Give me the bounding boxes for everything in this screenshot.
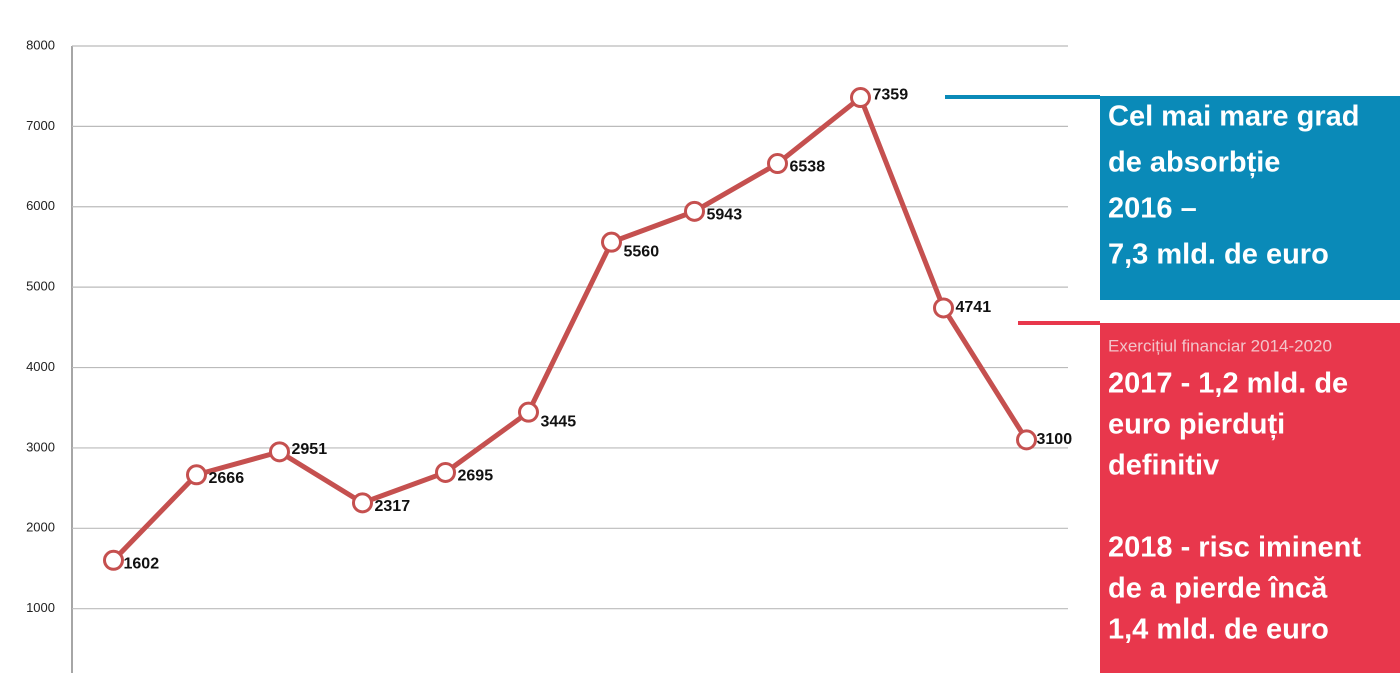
- marker: [684, 200, 705, 222]
- y-tick-label: 4000: [26, 359, 55, 374]
- data-label: 2695: [458, 468, 494, 485]
- data-label: 2951: [292, 441, 328, 458]
- marker: [352, 492, 373, 514]
- annotation-box: [1100, 323, 1400, 673]
- y-tick-label: 5000: [26, 279, 55, 294]
- data-label: 2317: [375, 498, 411, 515]
- data-label: 3445: [541, 413, 577, 430]
- data-label: 2666: [209, 470, 245, 487]
- data-label: 6538: [790, 159, 826, 176]
- annotation-box: [1100, 96, 1400, 300]
- marker: [186, 464, 207, 486]
- y-tick-label: 7000: [26, 118, 55, 133]
- annotation-text: 2018 - risc iminent: [1108, 532, 1361, 564]
- annotation-text: euro pierduți: [1108, 409, 1285, 441]
- marker: [767, 153, 788, 175]
- annotation-text: 1,4 mld. de euro: [1108, 614, 1329, 646]
- annotation-text: de a pierde încă: [1108, 573, 1328, 605]
- y-tick-label: 8000: [26, 37, 55, 52]
- annotation-text: definitiv: [1108, 450, 1219, 482]
- marker: [933, 297, 954, 319]
- annotation-text: 7,3 mld. de euro: [1108, 239, 1329, 271]
- annotation-text: Exercițiul financiar 2014-2020: [1108, 336, 1332, 355]
- data-label: 5560: [624, 243, 660, 260]
- marker: [1016, 429, 1037, 451]
- y-tick-label: 2000: [26, 520, 55, 535]
- y-tick-label: 3000: [26, 439, 55, 454]
- data-label: 1602: [124, 556, 160, 573]
- data-label: 5943: [707, 207, 743, 224]
- y-tick-label: 6000: [26, 198, 55, 213]
- marker: [518, 401, 539, 423]
- marker: [269, 441, 290, 463]
- line: [111, 95, 1029, 563]
- data-label: 3100: [1037, 431, 1073, 448]
- marker: [601, 231, 622, 253]
- marker: [850, 87, 871, 109]
- annotation-text: de absorbție: [1108, 147, 1280, 179]
- annotation-text: 2016 –: [1108, 193, 1197, 225]
- data-label: 7359: [873, 87, 909, 104]
- marker: [103, 549, 124, 571]
- annotation-text: 2017 - 1,2 mld. de: [1108, 368, 1348, 400]
- annotation-text: Cel mai mare grad: [1108, 101, 1359, 133]
- data-label: 4741: [956, 299, 992, 316]
- y-tick-label: 1000: [26, 600, 55, 615]
- marker: [435, 461, 456, 483]
